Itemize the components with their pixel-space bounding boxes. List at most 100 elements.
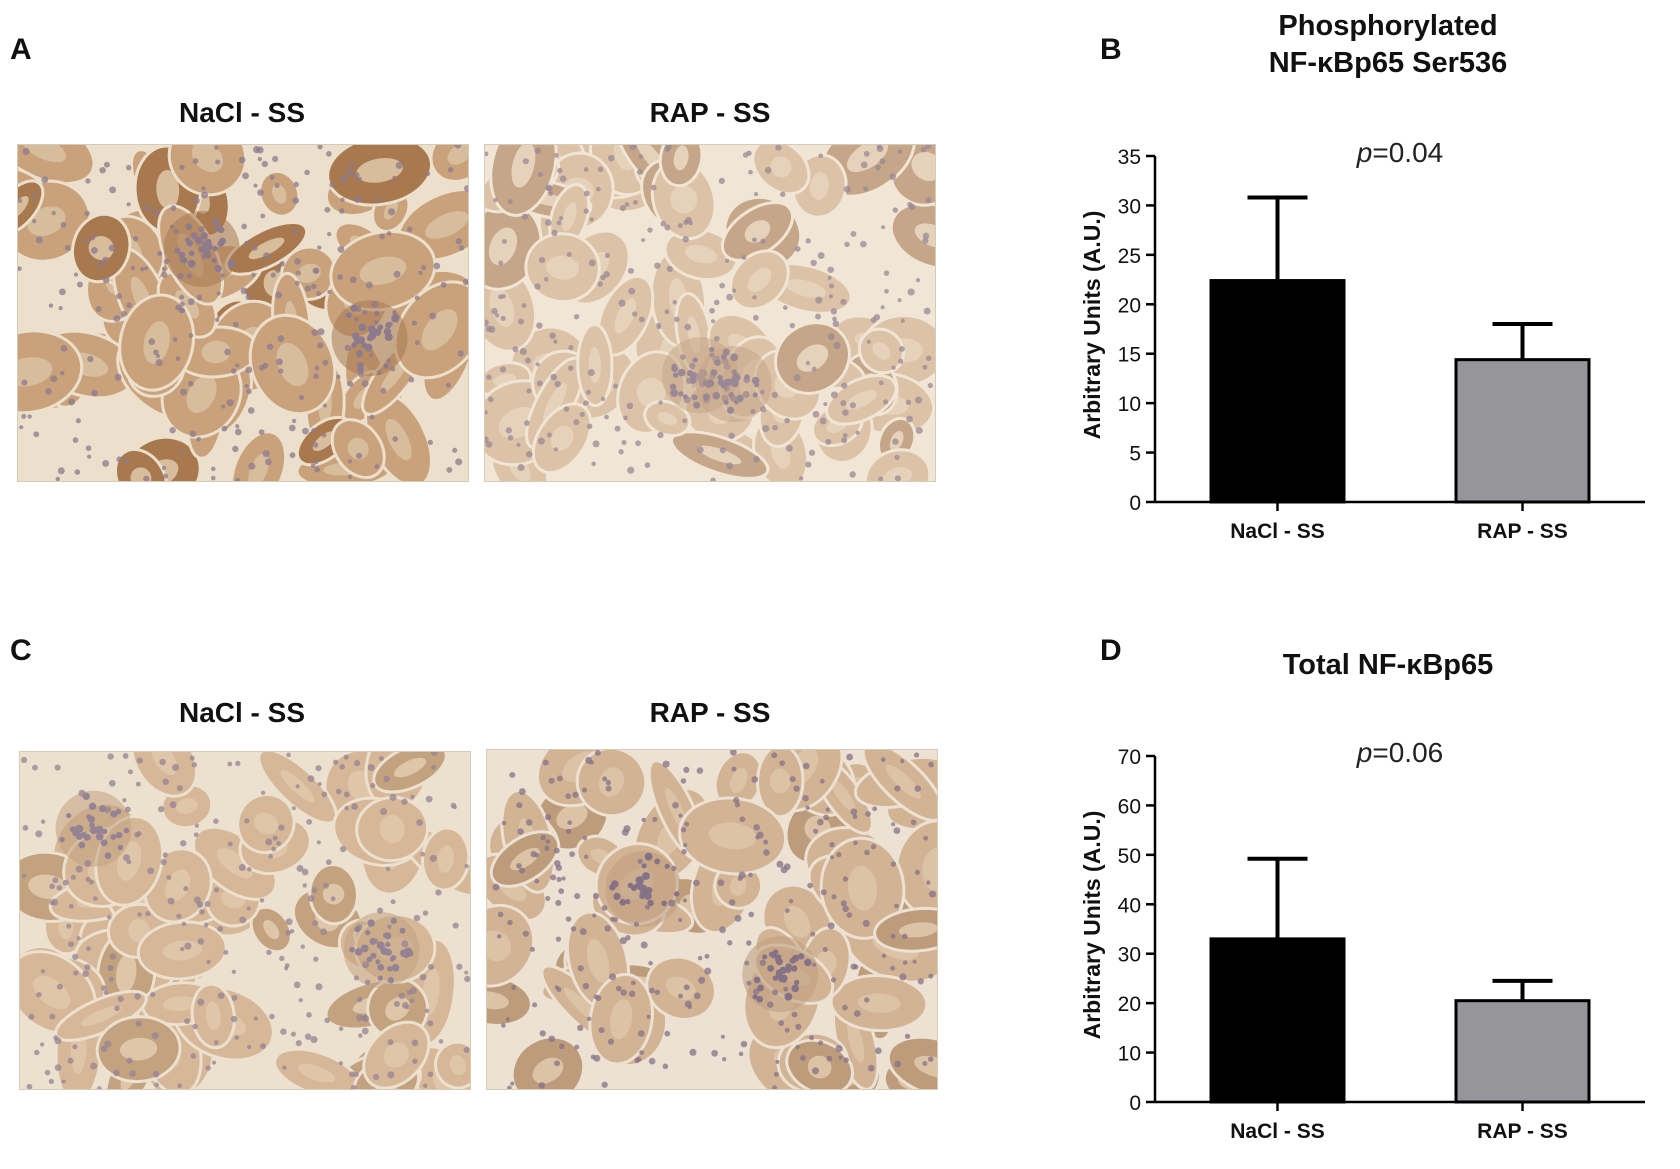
nucleus bbox=[682, 418, 688, 424]
nucleus bbox=[213, 1040, 219, 1045]
nucleus bbox=[339, 764, 346, 770]
nucleus bbox=[231, 995, 238, 1001]
nucleus bbox=[891, 365, 896, 370]
nucleus bbox=[62, 879, 69, 886]
nucleus bbox=[666, 265, 673, 273]
nucleus bbox=[367, 764, 375, 771]
nucleus bbox=[189, 430, 197, 438]
nucleus bbox=[906, 415, 913, 423]
tubule bbox=[751, 145, 811, 196]
nucleus bbox=[516, 802, 523, 809]
nucleus bbox=[748, 911, 755, 918]
nucleus bbox=[544, 219, 552, 226]
nucleus bbox=[282, 1065, 287, 1070]
nucleus bbox=[429, 312, 437, 320]
nucleus bbox=[559, 175, 567, 182]
nucleus bbox=[775, 958, 783, 966]
nucleus bbox=[505, 1017, 510, 1022]
nucleus bbox=[664, 863, 670, 869]
nucleus bbox=[224, 348, 231, 356]
nucleus bbox=[386, 358, 392, 364]
nucleus bbox=[178, 449, 183, 454]
nucleus bbox=[108, 244, 116, 252]
nucleus bbox=[114, 1005, 120, 1012]
nucleus bbox=[422, 910, 429, 916]
nucleus bbox=[95, 825, 104, 834]
nucleus bbox=[201, 191, 209, 199]
nucleus bbox=[760, 238, 766, 244]
nucleus bbox=[791, 984, 799, 993]
nucleus bbox=[325, 859, 332, 866]
nucleus bbox=[191, 762, 198, 768]
nucleus bbox=[587, 368, 595, 377]
nucleus bbox=[783, 986, 789, 992]
nucleus bbox=[387, 977, 395, 984]
nucleus bbox=[85, 178, 91, 184]
tubule bbox=[645, 955, 717, 1021]
y-tick-label: 30 bbox=[1118, 195, 1141, 218]
nucleus bbox=[240, 287, 248, 295]
nucleus bbox=[117, 995, 124, 1003]
nucleus bbox=[247, 407, 255, 414]
nucleus bbox=[545, 839, 551, 844]
nucleus bbox=[464, 863, 469, 869]
nucleus bbox=[900, 318, 905, 323]
nucleus bbox=[383, 363, 389, 369]
nucleus bbox=[230, 368, 237, 374]
nucleus bbox=[238, 156, 246, 164]
nucleus bbox=[842, 409, 849, 416]
nucleus bbox=[155, 353, 160, 359]
nucleus bbox=[178, 251, 186, 259]
nucleus bbox=[387, 1039, 394, 1046]
nucleus bbox=[390, 917, 397, 924]
nucleus bbox=[345, 312, 352, 319]
nucleus bbox=[683, 396, 691, 404]
nucleus bbox=[85, 876, 91, 882]
tubule bbox=[650, 158, 717, 241]
nucleus bbox=[542, 759, 549, 766]
nucleus bbox=[349, 276, 357, 284]
nucleus bbox=[172, 337, 178, 342]
nucleus bbox=[539, 1030, 546, 1037]
nucleus bbox=[682, 236, 689, 243]
nucleus bbox=[445, 382, 451, 388]
nucleus bbox=[536, 322, 543, 329]
nucleus bbox=[883, 270, 890, 276]
nucleus bbox=[832, 316, 837, 322]
nucleus bbox=[401, 940, 409, 948]
nucleus bbox=[639, 1050, 645, 1055]
nucleus bbox=[169, 801, 177, 809]
nucleus bbox=[329, 182, 335, 188]
nucleus bbox=[32, 218, 37, 224]
nucleus bbox=[196, 436, 201, 442]
nucleus bbox=[379, 233, 385, 240]
nucleus bbox=[200, 232, 208, 240]
nucleus bbox=[361, 380, 369, 387]
nucleus bbox=[680, 827, 687, 833]
nucleus bbox=[201, 186, 206, 191]
nucleus bbox=[296, 864, 304, 872]
nucleus bbox=[748, 872, 753, 878]
nucleus bbox=[550, 373, 558, 381]
nucleus bbox=[362, 961, 370, 969]
nucleus bbox=[537, 171, 543, 178]
nucleus bbox=[358, 1033, 363, 1038]
nucleus bbox=[464, 970, 469, 975]
nucleus bbox=[235, 477, 241, 481]
nucleus bbox=[310, 1036, 318, 1044]
nucleus bbox=[710, 477, 716, 481]
nucleus bbox=[257, 189, 264, 196]
nucleus bbox=[550, 874, 557, 881]
nucleus bbox=[227, 761, 233, 767]
nucleus bbox=[662, 760, 670, 768]
nucleus bbox=[212, 1060, 217, 1065]
nucleus bbox=[890, 861, 897, 867]
nucleus bbox=[501, 1023, 506, 1028]
nucleus bbox=[842, 433, 848, 438]
nucleus bbox=[232, 321, 239, 328]
nucleus bbox=[825, 807, 831, 812]
nucleus bbox=[411, 320, 417, 326]
nucleus bbox=[841, 382, 848, 389]
nucleus bbox=[351, 342, 357, 348]
nucleus bbox=[805, 360, 811, 366]
